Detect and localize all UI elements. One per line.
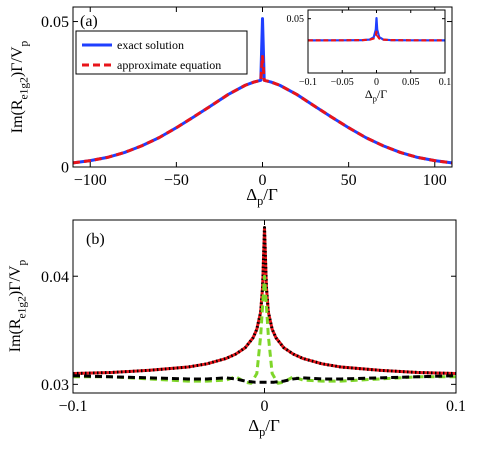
inset-xtick-label: −0.05 xyxy=(331,77,354,88)
panel-b-xlabel: Δp/Γ xyxy=(248,416,280,439)
inset-xtick-label: 0.05 xyxy=(402,77,420,88)
panel-a-label: (a) xyxy=(80,13,98,30)
panel-a-xlabel: Δp/Γ xyxy=(246,185,278,208)
legend-box xyxy=(75,30,248,75)
panel-a-plot-area xyxy=(73,17,452,165)
legend-label-1: approximate equation xyxy=(117,58,221,72)
panel-b-label: (b) xyxy=(86,231,105,248)
panel-a-xtick-label: −100 xyxy=(74,172,107,189)
panel-b-xtick-label: 0.1 xyxy=(446,398,466,415)
inset-xlabel: Δp/Γ xyxy=(365,87,387,104)
inset-series-line-1 xyxy=(308,30,445,42)
panel-a-ylabel-text: Im(Re1g2)Γ/Vp xyxy=(9,41,31,134)
inset-xtick-label: 0 xyxy=(374,77,379,88)
panel-a-xtick-label: 100 xyxy=(423,172,447,189)
panel-a-ytick-label: 0.05 xyxy=(41,14,69,31)
panel-b-ytick-label: 0.03 xyxy=(41,377,69,394)
inset-ytick-label: 0.05 xyxy=(287,14,305,25)
panel-b-series-line-3 xyxy=(73,374,456,384)
panel-b-plot-area xyxy=(73,226,456,385)
inset-plot-area xyxy=(308,17,445,42)
panel-b-xtick-label: 0 xyxy=(261,398,269,415)
panel-b-ylabel: Im(Re1g2)Γ/Vp xyxy=(7,260,29,353)
inset: −0.1 −0.05 0 0.05 0.1 0.05 Δp/Γ xyxy=(287,9,452,104)
panel-b-series-line-2 xyxy=(73,274,456,385)
legend: exact solution approximate equation xyxy=(75,30,248,75)
panel-b-xtick-label: −0.1 xyxy=(58,398,87,415)
panel-b-ylabel-text: Im(Re1g2)Γ/Vp xyxy=(7,260,29,353)
panel-a-series-line-1 xyxy=(73,54,452,165)
panel-b-series-line-1 xyxy=(73,226,456,376)
panel-a-ylabel: Im(Re1g2)Γ/Vp xyxy=(9,41,31,134)
panel-b: −0.1 0 0.1 0.03 0.04 (b) Δp/Γ Im(Re1g2)Γ/Vp xyxy=(7,219,466,439)
inset-xtick-label: 0.1 xyxy=(439,77,452,88)
panel-a-xtick-label: −50 xyxy=(164,172,189,189)
panel-b-ytick-label: 0.04 xyxy=(41,269,69,286)
inset-xtick-label: −0.1 xyxy=(299,77,317,88)
panel-a-xtick-label: 0 xyxy=(259,172,267,189)
panel-a-ytick-label: 0 xyxy=(61,160,69,177)
panel-a-xtick-label: 50 xyxy=(341,172,357,189)
legend-label-0: exact solution xyxy=(117,38,184,52)
